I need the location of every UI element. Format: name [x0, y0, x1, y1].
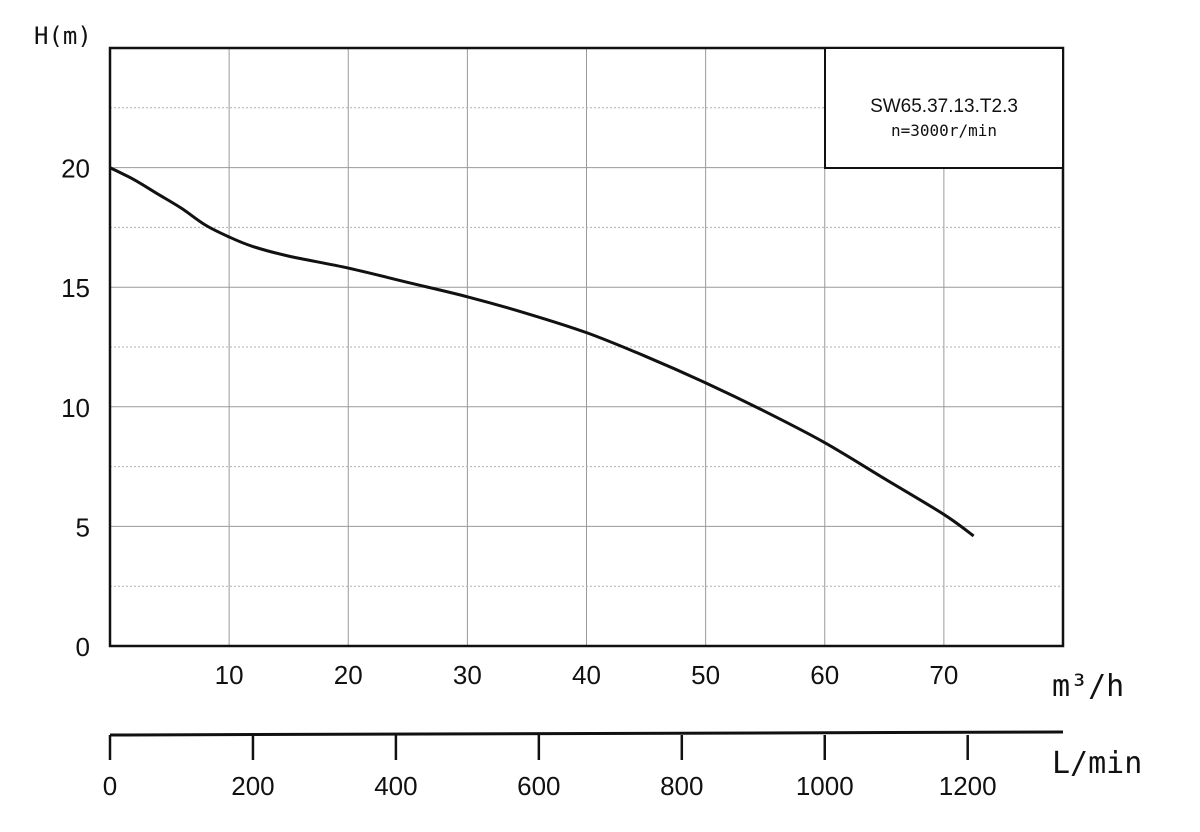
secondary-tick-label: 800	[660, 771, 703, 801]
series-line-head	[109, 166, 975, 538]
secondary-tick-label: 1200	[939, 771, 997, 801]
y-tick-label: 0	[76, 632, 90, 662]
legend-model: SW65.37.13.T2.3	[870, 96, 1018, 117]
x-tick-label: 70	[929, 660, 958, 690]
secondary-x-axis	[109, 730, 1064, 737]
x-axis-title: m³/h	[1052, 669, 1124, 704]
x-axis-ticks: 10 20 30 40 50 60 70	[215, 660, 959, 690]
legend-frame	[824, 47, 1064, 169]
x-tick-label: 60	[810, 660, 839, 690]
x-tick-label: 40	[572, 660, 601, 690]
legend: SW65.37.13.T2.3 n=3000r/min	[824, 47, 1064, 169]
x-tick-label: 10	[215, 660, 244, 690]
y-axis-title: H(m)	[34, 22, 92, 50]
secondary-x-axis-title: L/min	[1052, 746, 1142, 781]
y-tick-label: 10	[61, 393, 90, 423]
plot-frame	[108, 46, 1065, 648]
secondary-x-axis-ticks: 0 200 400 600 800 1000 1200	[103, 735, 997, 801]
y-tick-label: 20	[61, 154, 90, 184]
x-tick-label: 50	[691, 660, 720, 690]
secondary-tick-label: 1000	[796, 771, 854, 801]
y-tick-label: 15	[61, 273, 90, 303]
y-tick-label: 5	[76, 512, 90, 542]
secondary-axis-line	[109, 730, 1064, 737]
secondary-tick-label: 400	[374, 771, 417, 801]
x-tick-label: 30	[453, 660, 482, 690]
x-tick-label: 20	[334, 660, 363, 690]
secondary-tick-label: 200	[231, 771, 274, 801]
secondary-tick-label: 0	[103, 771, 117, 801]
y-axis-ticks: 0 5 10 15 20	[61, 154, 90, 662]
secondary-tick-label: 600	[517, 771, 560, 801]
legend-speed: n=3000r/min	[891, 121, 997, 140]
